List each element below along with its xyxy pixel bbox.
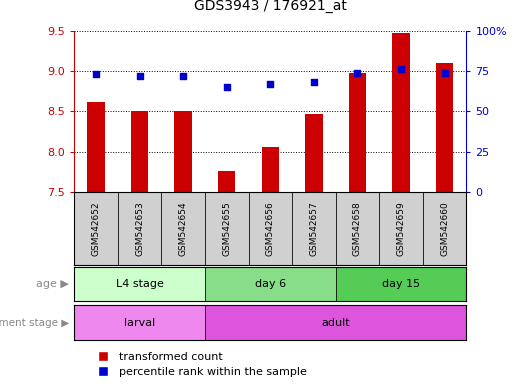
Bar xyxy=(74,267,205,301)
Bar xyxy=(174,111,192,192)
Text: GDS3943 / 176921_at: GDS3943 / 176921_at xyxy=(194,0,347,13)
Point xyxy=(266,81,275,87)
Text: day 15: day 15 xyxy=(382,279,420,289)
Bar xyxy=(392,33,410,192)
Text: GSM542656: GSM542656 xyxy=(266,201,275,256)
Bar xyxy=(436,63,453,192)
Point xyxy=(223,84,231,90)
Text: development stage ▶: development stage ▶ xyxy=(0,318,69,328)
Text: GSM542658: GSM542658 xyxy=(353,201,362,256)
Bar xyxy=(335,192,379,265)
Text: adult: adult xyxy=(321,318,350,328)
Bar xyxy=(205,192,249,265)
Bar xyxy=(379,192,423,265)
Text: GSM542657: GSM542657 xyxy=(310,201,319,256)
Text: age ▶: age ▶ xyxy=(36,279,69,289)
Point xyxy=(135,73,144,79)
Point xyxy=(353,70,361,76)
Bar xyxy=(161,192,205,265)
Text: day 6: day 6 xyxy=(255,279,286,289)
Bar xyxy=(205,305,466,340)
Text: GSM542653: GSM542653 xyxy=(135,201,144,256)
Point xyxy=(310,79,318,85)
Bar xyxy=(87,102,105,192)
Point xyxy=(92,71,100,77)
Text: GSM542655: GSM542655 xyxy=(222,201,231,256)
Point xyxy=(397,66,405,73)
Bar xyxy=(205,267,335,301)
Legend: transformed count, percentile rank within the sample: transformed count, percentile rank withi… xyxy=(87,347,311,382)
Bar xyxy=(74,192,118,265)
Bar xyxy=(262,147,279,192)
Bar xyxy=(423,192,466,265)
Text: GSM542660: GSM542660 xyxy=(440,201,449,256)
Bar xyxy=(249,192,292,265)
Text: GSM542659: GSM542659 xyxy=(396,201,405,256)
Bar xyxy=(74,305,205,340)
Bar xyxy=(118,192,161,265)
Text: GSM542652: GSM542652 xyxy=(92,201,101,256)
Bar xyxy=(218,171,235,192)
Point xyxy=(440,70,449,76)
Text: larval: larval xyxy=(124,318,155,328)
Bar xyxy=(292,192,335,265)
Bar xyxy=(305,114,323,192)
Bar xyxy=(335,267,466,301)
Text: GSM542654: GSM542654 xyxy=(179,201,188,256)
Bar xyxy=(131,111,148,192)
Text: L4 stage: L4 stage xyxy=(116,279,163,289)
Point xyxy=(179,73,188,79)
Bar xyxy=(349,73,366,192)
